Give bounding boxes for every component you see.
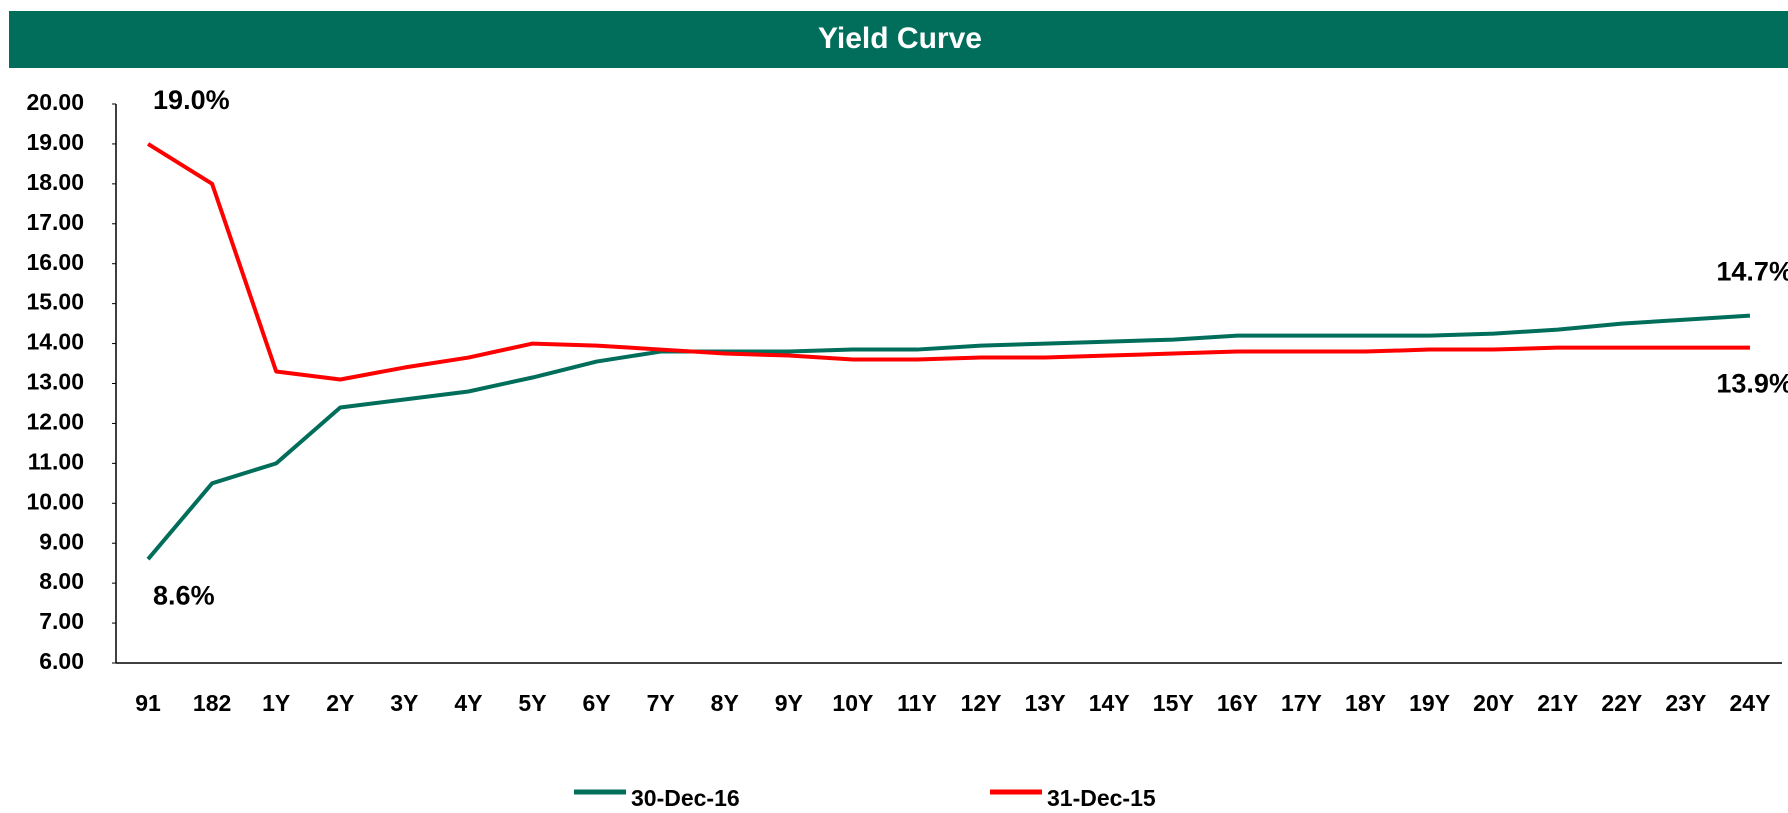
x-tick-label: 5Y	[518, 690, 546, 716]
title-banner	[9, 11, 1788, 68]
x-tick-label: 22Y	[1601, 690, 1642, 716]
y-tick-label: 18.00	[26, 169, 84, 195]
y-tick-label: 16.00	[26, 249, 84, 275]
x-tick-label: 10Y	[832, 690, 873, 716]
series-line	[146, 142, 1750, 382]
y-tick-label: 14.00	[26, 329, 84, 355]
x-tick-label: 6Y	[583, 690, 611, 716]
y-tick-label: 6.00	[39, 648, 84, 674]
x-tick-label: 9Y	[775, 690, 803, 716]
y-tick-label: 8.00	[39, 568, 84, 594]
x-tick-label: 19Y	[1409, 690, 1450, 716]
data-label: 13.9%	[1716, 369, 1788, 399]
x-tick-label: 2Y	[326, 690, 354, 716]
y-tick-label: 9.00	[39, 528, 84, 554]
series-line	[146, 313, 1751, 561]
y-tick-label: 7.00	[39, 608, 84, 634]
y-tick-label: 20.00	[26, 89, 84, 115]
x-tick-label: 17Y	[1281, 690, 1322, 716]
x-tick-label: 14Y	[1089, 690, 1130, 716]
y-tick-label: 12.00	[26, 409, 84, 435]
x-tick-label: 13Y	[1025, 690, 1066, 716]
x-tick-label: 21Y	[1537, 690, 1578, 716]
x-tick-label: 11Y	[897, 690, 937, 716]
x-tick-label: 8Y	[711, 690, 739, 716]
legend-label: 31-Dec-15	[1047, 785, 1156, 811]
y-tick-label: 10.00	[26, 488, 84, 514]
y-tick-label: 15.00	[26, 289, 84, 315]
data-label: 8.6%	[153, 580, 215, 610]
data-label: 19.0%	[153, 85, 230, 115]
x-tick-label: 12Y	[961, 690, 1002, 716]
x-tick-label: 7Y	[647, 690, 675, 716]
y-tick-label: 19.00	[26, 129, 84, 155]
y-tick-label: 13.00	[26, 369, 84, 395]
x-tick-label: 182	[193, 690, 231, 716]
data-label: 14.7%	[1716, 257, 1788, 287]
x-tick-label: 1Y	[262, 690, 290, 716]
chart-title: Yield Curve	[818, 22, 982, 55]
x-tick-label: 15Y	[1153, 690, 1194, 716]
x-tick-label: 4Y	[454, 690, 482, 716]
x-tick-label: 23Y	[1665, 690, 1706, 716]
x-tick-label: 18Y	[1345, 690, 1386, 716]
x-tick-label: 20Y	[1473, 690, 1514, 716]
x-tick-label: 24Y	[1729, 690, 1770, 716]
legend-label: 30-Dec-16	[631, 785, 740, 811]
x-tick-label: 16Y	[1217, 690, 1258, 716]
y-tick-label: 17.00	[26, 209, 84, 235]
x-tick-label: 3Y	[390, 690, 418, 716]
y-tick-label: 11.00	[28, 448, 84, 474]
x-tick-label: 91	[135, 690, 161, 716]
